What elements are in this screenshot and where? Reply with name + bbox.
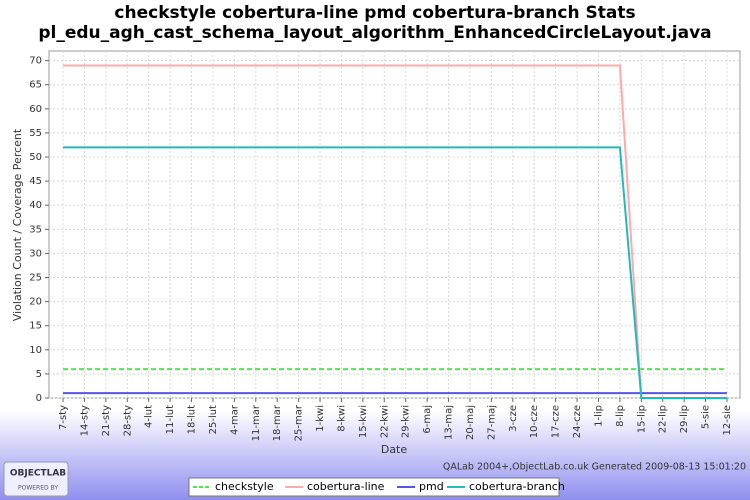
y-axis-label: Violation Count / Coverage Percent: [11, 128, 24, 321]
legend-label: cobertura-line: [307, 480, 385, 493]
logo-tagline: POWERED BY: [18, 485, 58, 492]
footer: QALab 2004+,ObjectLab.co.uk Generated 20…: [443, 462, 746, 473]
y-tick-label: 70: [29, 56, 42, 67]
x-tick-label: 24-cze: [572, 405, 583, 438]
y-tick-label: 10: [29, 345, 42, 356]
x-tick-label: 4-lut: [144, 405, 155, 428]
x-tick-label: 21-sty: [101, 405, 112, 436]
x-tick-label: 8-lip: [615, 405, 626, 427]
x-tick-label: 13-maj: [444, 405, 455, 440]
x-tick-label: 20-maj: [465, 405, 476, 440]
x-tick-label: 5-sie: [701, 405, 712, 429]
x-tick-label: 17-cze: [551, 405, 562, 438]
x-tick-label: 8-kwi: [336, 405, 347, 432]
y-tick-label: 60: [29, 104, 42, 115]
x-tick-label: 12-sie: [722, 405, 733, 435]
x-tick-label: 7-sty: [58, 405, 69, 430]
x-tick-label: 14-sty: [79, 405, 90, 436]
x-tick-label: 4-mar: [229, 404, 240, 435]
x-tick-label: 10-cze: [529, 405, 540, 438]
y-tick-label: 45: [29, 176, 42, 187]
x-tick-label: 25-lut: [208, 405, 219, 434]
x-tick-label: 18-lut: [187, 405, 198, 434]
logo: OBJECTLAB POWERED BY: [3, 461, 69, 497]
y-tick-label: 65: [29, 80, 42, 91]
x-tick-label: 27-maj: [486, 405, 497, 440]
x-tick-label: 25-mar: [294, 404, 305, 441]
logo-name: OBJECTLAB: [10, 469, 66, 479]
legend-label: cobertura-branch: [469, 480, 565, 493]
x-tick-label: 11-mar: [251, 404, 262, 441]
x-tick-label: 22-lip: [658, 405, 669, 433]
series-line: [63, 64, 727, 399]
legend-label: pmd: [419, 480, 444, 493]
chart-subtitle: pl_edu_agh_cast_schema_layout_algorithm_…: [38, 23, 711, 43]
x-axis-label: Date: [381, 443, 408, 456]
y-tick-label: 15: [29, 321, 42, 332]
y-tick-label: 30: [29, 248, 42, 259]
logo-box: [3, 461, 69, 497]
y-tick-label: 35: [29, 224, 42, 235]
y-tick-label: 20: [29, 297, 42, 308]
y-tick-label: 0: [36, 393, 42, 404]
x-tick-label: 15-kwi: [358, 405, 369, 438]
y-tick-label: 50: [29, 152, 42, 163]
x-tick-label: 3-cze: [508, 405, 519, 432]
legend-label: checkstyle: [215, 480, 274, 493]
x-tick-label: 29-lip: [679, 405, 690, 433]
y-tick-label: 40: [29, 200, 42, 211]
x-tick-label: 1-lip: [593, 405, 604, 427]
y-tick-label: 5: [36, 369, 42, 380]
x-tick-label: 22-kwi: [379, 405, 390, 438]
x-tick-label: 15-lip: [636, 405, 647, 433]
x-tick-label: 1-kwi: [315, 405, 326, 432]
series-line: [63, 146, 727, 399]
x-tick-label: 18-mar: [272, 404, 283, 441]
legend-box: [188, 477, 560, 497]
x-tick-label: 29-kwi: [401, 405, 412, 438]
y-tick-label: 55: [29, 128, 42, 139]
x-tick-label: 28-sty: [122, 405, 133, 436]
x-tick-label: 6-maj: [422, 405, 433, 434]
chart-title: checkstyle cobertura-line pmd cobertura-…: [114, 3, 635, 23]
x-tick-label: 11-lut: [165, 405, 176, 434]
y-tick-label: 25: [29, 273, 42, 284]
